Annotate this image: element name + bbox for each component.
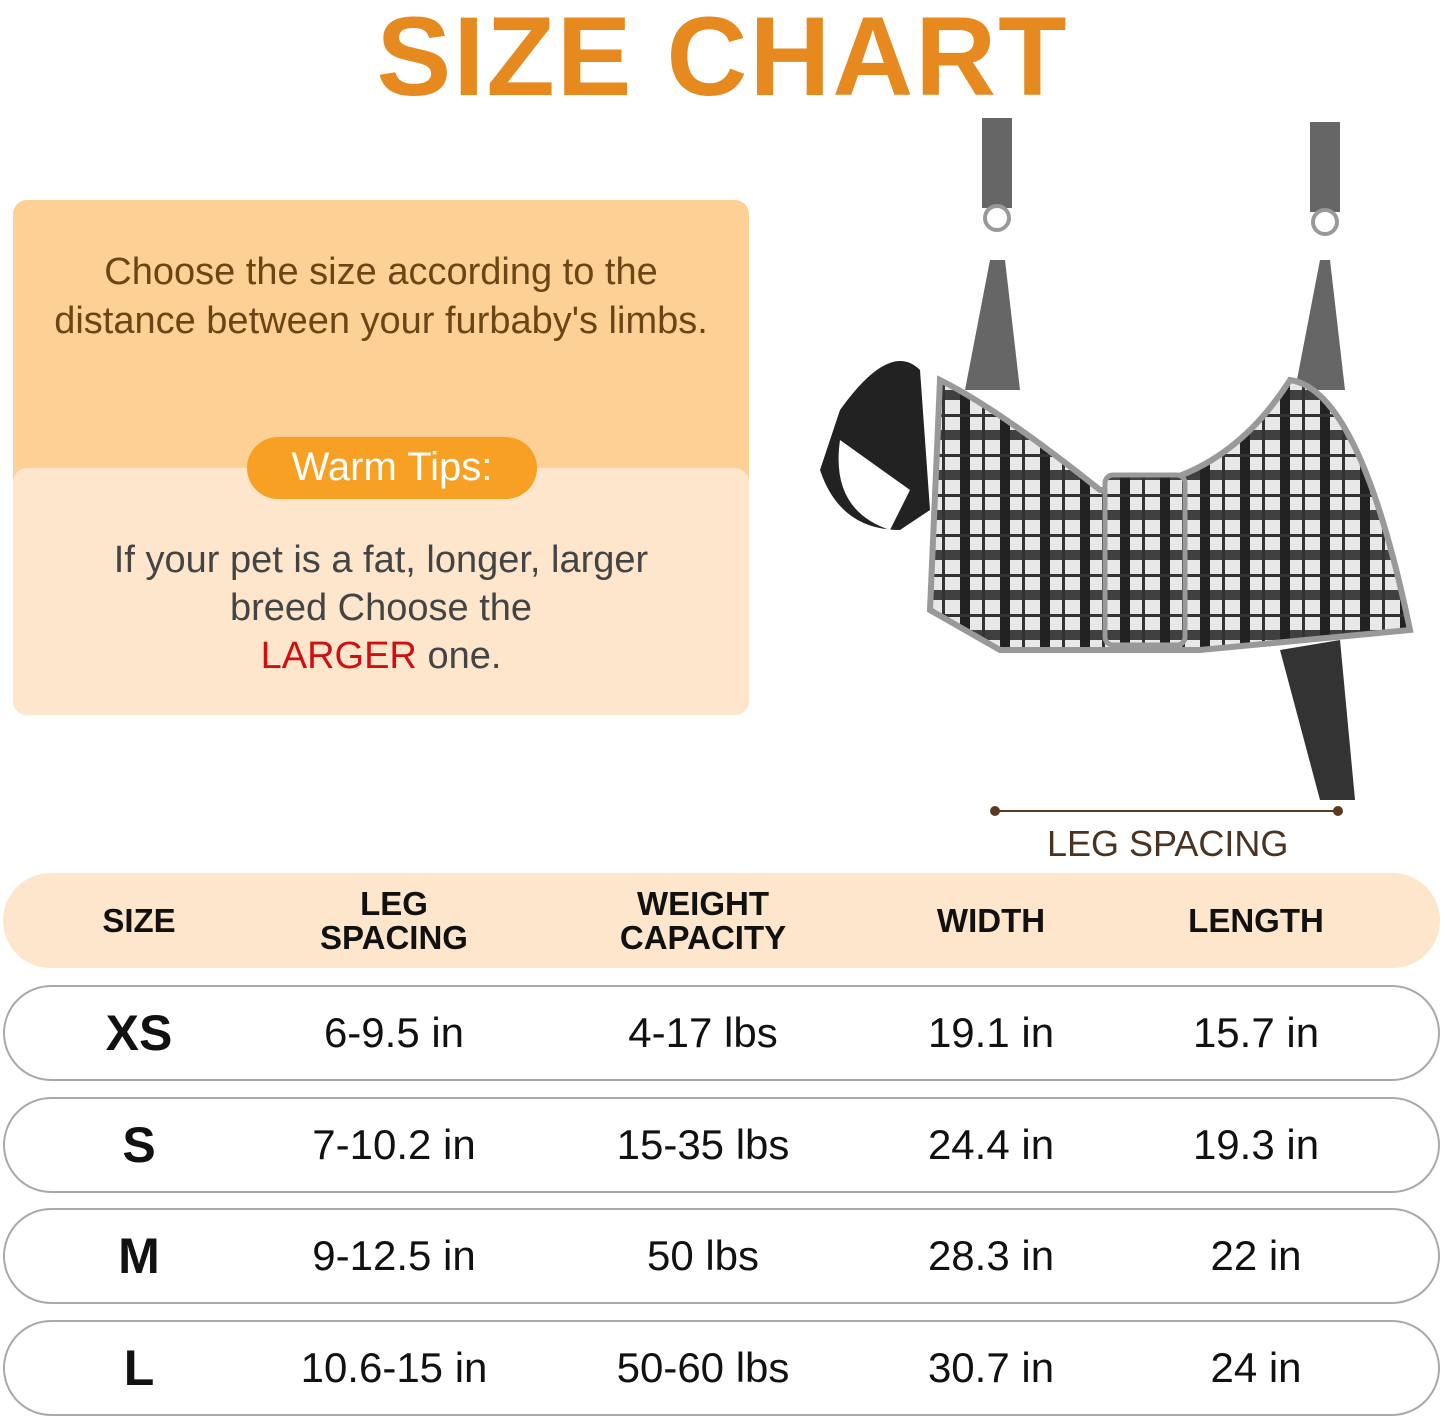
cell-width: 19.1 in (927, 1009, 1055, 1056)
cell-length: 19.3 in (1192, 1121, 1320, 1168)
table-header: SIZE LEG SPACING WEIGHT CAPACITY WIDTH LENGT… (3, 873, 1440, 968)
cell-leg-spacing: 10.6-15 in (300, 1344, 488, 1391)
cell-leg-spacing: 6-9.5 in (323, 1009, 465, 1056)
intro-text: Choose the size according to the distanc… (54, 251, 708, 342)
cell-size: M (118, 1228, 160, 1284)
header-leg-spacing: LEG SPACING (320, 884, 468, 956)
cell-size: XS (105, 1005, 173, 1061)
strap-left (982, 118, 1012, 208)
header-size: SIZE (102, 901, 176, 939)
tip-text: If your pet is a fat, longer, larger bre… (13, 536, 749, 680)
tip-text-before: If your pet is a fat, longer, larger bre… (113, 539, 649, 629)
dog-in-grooming-hammock-image (820, 118, 1414, 800)
cell-leg-spacing: 9-12.5 in (312, 1232, 476, 1279)
cell-weight-capacity: 4-17 lbs (628, 1009, 778, 1056)
table-row: L 10.6-15 in 50-60 lbs 30.7 in 24 in (3, 1320, 1440, 1416)
cell-length: 22 in (1210, 1232, 1302, 1279)
leg-spacing-dot-right (1333, 806, 1343, 816)
warm-tips-badge: Warm Tips: (247, 437, 537, 499)
cell-width: 30.7 in (927, 1344, 1055, 1391)
cell-size: S (122, 1117, 156, 1173)
table-row: S 7-10.2 in 15-35 lbs 24.4 in 19.3 in (3, 1097, 1440, 1193)
header-length: LENGTH (1188, 901, 1324, 939)
strap-right (1310, 122, 1340, 212)
tip-text-after: one. (427, 635, 502, 677)
cell-size: L (123, 1340, 155, 1396)
tips-panel-lower (13, 468, 749, 715)
cell-weight-capacity: 15-35 lbs (616, 1121, 790, 1168)
header-weight-capacity: WEIGHT CAPACITY (619, 884, 787, 956)
tip-highlight: LARGER (260, 635, 417, 677)
cell-weight-capacity: 50 lbs (646, 1232, 760, 1279)
page-title: SIZE CHART (376, 0, 1069, 119)
leg-spacing-indicator-line (995, 810, 1338, 812)
cell-length: 24 in (1210, 1344, 1302, 1391)
cell-width: 24.4 in (927, 1121, 1055, 1168)
table-row: XS 6-9.5 in 4-17 lbs 19.1 in 15.7 in (3, 985, 1440, 1081)
cell-weight-capacity: 50-60 lbs (616, 1344, 790, 1391)
cell-length: 15.7 in (1192, 1009, 1320, 1056)
sizing-tips-panel: Choose the size according to the distanc… (13, 200, 749, 715)
leg-spacing-dot-left (990, 806, 1000, 816)
cell-width: 28.3 in (927, 1232, 1055, 1279)
leg-spacing-label: LEG SPACING (1047, 823, 1289, 864)
cell-leg-spacing: 7-10.2 in (312, 1121, 476, 1168)
table-row: M 9-12.5 in 50 lbs 28.3 in 22 in (3, 1208, 1440, 1304)
header-width: WIDTH (936, 901, 1046, 939)
